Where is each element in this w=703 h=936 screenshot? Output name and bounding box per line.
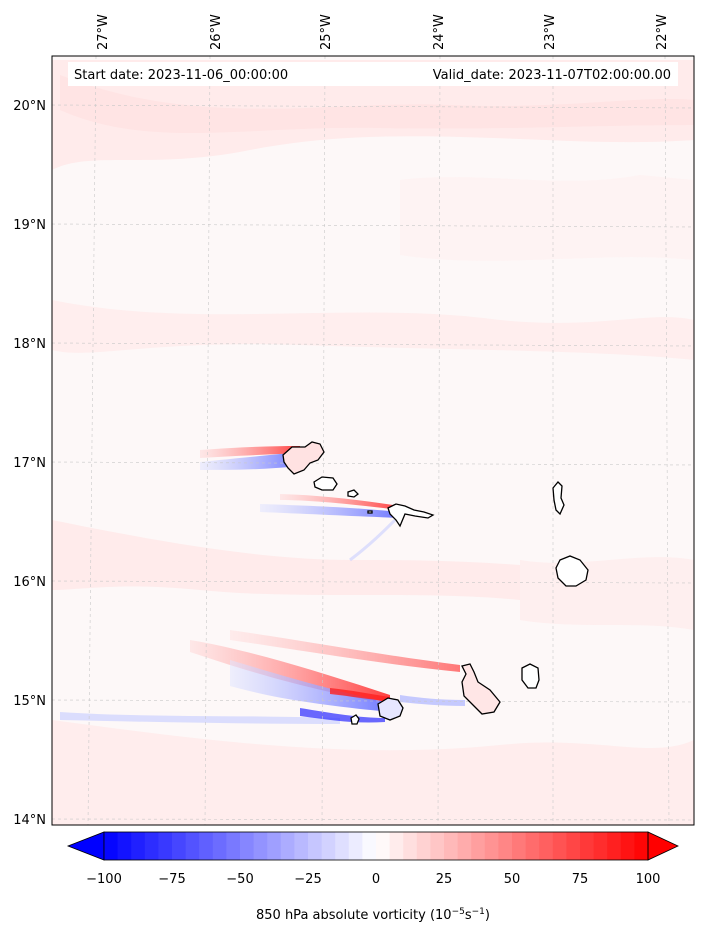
colorbar-step [416, 832, 431, 860]
colorbar-step [539, 832, 554, 860]
colorbar-tick-label: 100 [636, 872, 661, 887]
colorbar-step [321, 832, 336, 860]
island-sao-nicolau [387, 503, 435, 528]
colorbar-step [376, 832, 391, 860]
lat-tick-label: 18°N [13, 337, 46, 352]
colorbar-tick-labels: −100 −75 −50 −25 0 25 50 75 100 [86, 872, 660, 887]
lon-tick-label: 26°W [209, 14, 224, 50]
lat-tick-label: 14°N [13, 813, 46, 828]
lat-tick-label: 16°N [13, 575, 46, 590]
lat-tick-label: 19°N [13, 218, 46, 233]
map-panel [52, 56, 694, 825]
colorbar-step [498, 832, 513, 860]
vorticity-field [52, 60, 694, 825]
lat-tick-label: 17°N [13, 456, 46, 471]
colorbar-tick-label: 75 [572, 872, 589, 887]
island-santa-luzia [347, 489, 359, 498]
colorbar-tick-label: 50 [504, 872, 521, 887]
lon-tick-label: 27°W [96, 14, 111, 50]
northern-wake-streaks [200, 446, 400, 562]
lat-tick-labels: 20°N 19°N 18°N 17°N 16°N 15°N 14°N [13, 99, 46, 828]
colorbar-step [144, 832, 159, 860]
colorbar-step [444, 832, 459, 860]
colorbar-extend-min [66, 831, 105, 861]
colorbar-step [620, 832, 635, 860]
colorbar-frame [103, 831, 649, 861]
colorbar-step [457, 832, 472, 860]
lon-tick-label: 24°W [432, 14, 447, 50]
colorbar-step [525, 832, 540, 860]
start-date-text: Start date: 2023-11-06_00:00:00 [74, 68, 288, 83]
lat-tick-label: 15°N [13, 694, 46, 709]
island-santo-antao [282, 441, 325, 475]
southern-wake-streaks [60, 630, 465, 724]
island-fogo [377, 697, 404, 721]
colorbar-step [484, 832, 499, 860]
colorbar-step [607, 832, 622, 860]
colorbar-step [158, 832, 173, 860]
island-santiago [461, 663, 501, 715]
colorbar-step [634, 832, 649, 860]
colorbar-step [253, 832, 268, 860]
colorbar-tick-label: −50 [226, 872, 253, 887]
gridlines [52, 56, 694, 825]
colorbar-step [512, 832, 527, 860]
lon-tick-labels: 27°W 26°W 25°W 24°W 23°W 22°W [96, 14, 670, 50]
valid-date-text: Valid_date: 2023-11-07T02:00:00.00 [433, 68, 671, 83]
colorbar-step [294, 832, 309, 860]
colorbar-step [471, 832, 486, 860]
colorbar-step [212, 832, 227, 860]
colorbar-label: 850 hPa absolute vorticity (10−5s−1) [256, 907, 490, 923]
colorbar-step [131, 832, 146, 860]
colorbar-step [280, 832, 295, 860]
island-boa-vista [555, 555, 589, 587]
colorbar-step [552, 832, 567, 860]
colorbar-step [172, 832, 187, 860]
colorbar-tick-label: −100 [86, 872, 122, 887]
colorbar-tick-label: −75 [158, 872, 185, 887]
island-raso [367, 510, 373, 514]
colorbar-step [403, 832, 418, 860]
colorbar-steps [104, 832, 649, 860]
colorbar-step [226, 832, 241, 860]
island-brava [350, 714, 360, 725]
island-sal [552, 481, 565, 516]
colorbar-step [580, 832, 595, 860]
colorbar-step [593, 832, 608, 860]
colorbar-step [335, 832, 350, 860]
lon-tick-label: 23°W [543, 14, 558, 50]
colorbar-step [185, 832, 200, 860]
colorbar-step [348, 832, 363, 860]
islands [282, 441, 589, 725]
colorbar-extend-max [647, 831, 679, 861]
header-box: Start date: 2023-11-06_00:00:00 Valid_da… [68, 62, 678, 86]
colorbar-tick-label: −25 [294, 872, 321, 887]
colorbar: −100 −75 −50 −25 0 25 50 75 100 850 hPa … [66, 831, 679, 923]
island-sao-vicente [313, 476, 338, 491]
lat-tick-label: 20°N [13, 99, 46, 114]
colorbar-step [430, 832, 445, 860]
colorbar-tick-label: 25 [436, 872, 453, 887]
colorbar-step [240, 832, 255, 860]
island-maio [521, 663, 540, 689]
colorbar-tick-label: 0 [372, 872, 380, 887]
colorbar-step [267, 832, 282, 860]
lon-tick-label: 25°W [319, 14, 334, 50]
colorbar-step [566, 832, 581, 860]
colorbar-step [117, 832, 132, 860]
colorbar-step [362, 832, 377, 860]
colorbar-step [308, 832, 323, 860]
colorbar-step [104, 832, 119, 860]
colorbar-step [389, 832, 404, 860]
colorbar-step [199, 832, 214, 860]
lon-tick-label: 22°W [655, 14, 670, 50]
map-frame [51, 55, 695, 826]
